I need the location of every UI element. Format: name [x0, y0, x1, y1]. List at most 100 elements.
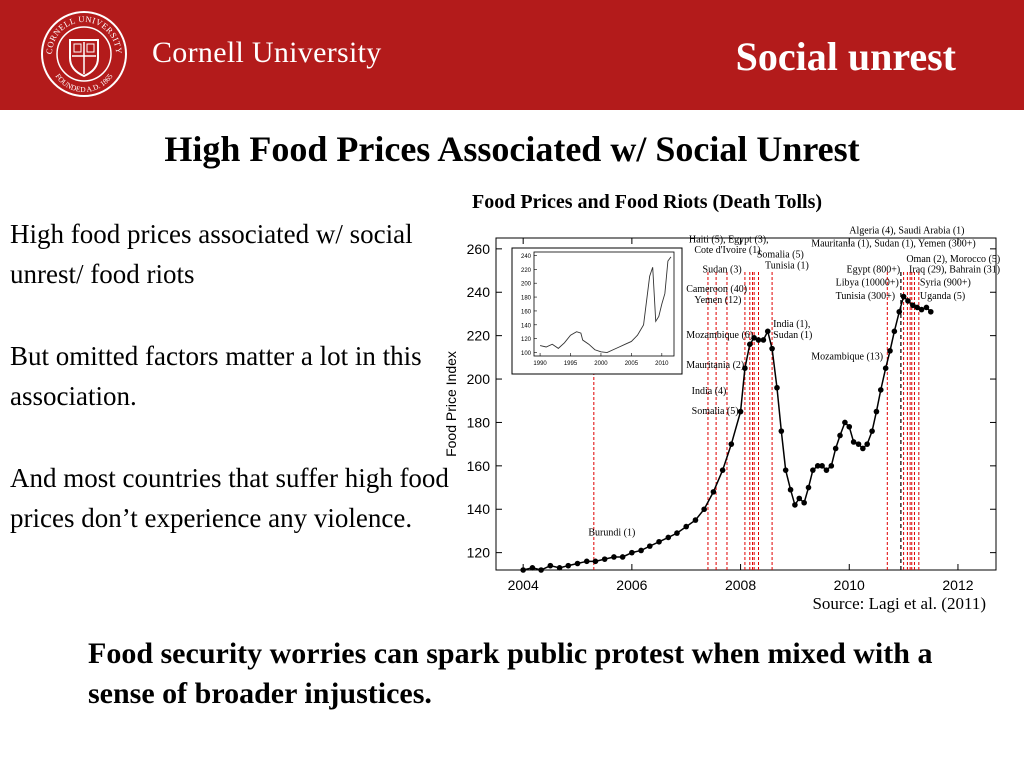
inset-x-tick-label: 2005 [625, 361, 639, 367]
inset-frame [533, 251, 675, 357]
data-point [860, 445, 866, 452]
data-point [918, 306, 925, 313]
inset-x-tick-label: 2010 [655, 361, 669, 367]
data-point [683, 523, 690, 530]
x-tick-label: 2012 [942, 577, 973, 593]
y-tick-label: 180 [467, 414, 491, 430]
data-point [882, 365, 889, 371]
event-annotation: Tunisia (300+) [836, 291, 895, 302]
data-point [574, 560, 581, 567]
inset-y-tick-label: 180 [521, 296, 532, 302]
data-point [751, 335, 757, 341]
data-point [638, 547, 644, 554]
data-point [529, 565, 536, 571]
data-point [837, 432, 843, 439]
inset-x-tick-label: 2000 [594, 361, 608, 367]
y-tick-label: 140 [467, 501, 491, 517]
data-point [787, 486, 794, 493]
data-point [805, 484, 812, 491]
data-point [900, 293, 907, 300]
event-annotation: Yemen (12) [694, 295, 741, 306]
data-point [692, 517, 699, 523]
university-name: Cornell University [152, 36, 382, 69]
event-annotation: Cameroon (40) [686, 284, 747, 295]
data-point [914, 304, 920, 311]
event-annotation: Algeria (4), Saudi Arabia (1) [849, 226, 964, 237]
data-point [728, 441, 735, 447]
data-point [601, 556, 608, 562]
data-point [782, 467, 789, 473]
data-point [887, 348, 893, 354]
data-point [742, 365, 748, 371]
section-title: Social unrest [735, 34, 956, 79]
data-point [556, 565, 563, 571]
inset-y-tick-label: 160 [521, 309, 532, 315]
data-point [855, 441, 862, 447]
y-tick-label: 220 [467, 328, 491, 344]
data-point [665, 534, 672, 541]
event-annotation: Mauritania (1), Sudan (1), Yemen (300+) [811, 239, 976, 250]
data-point [792, 502, 798, 508]
data-point [755, 337, 762, 343]
plot-frame [495, 237, 997, 571]
event-annotation: Burundi (1) [588, 527, 635, 538]
event-annotation: Uganda (5) [920, 291, 965, 302]
header-banner: CORNELL UNIVERSITY FOUNDED A.D. 1865 Cor… [0, 0, 1024, 110]
data-point [877, 387, 884, 393]
data-point [810, 467, 816, 473]
event-annotation: Sudan (1) [773, 330, 812, 341]
inset-y-tick-label: 100 [521, 351, 532, 357]
data-point [891, 328, 898, 335]
data-point [592, 558, 599, 565]
data-point [565, 562, 572, 569]
inset-y-tick-label: 220 [521, 268, 532, 274]
event-annotation: Somalia (5) [757, 250, 804, 261]
event-annotation: Somalia (5) [692, 406, 739, 417]
source-citation: Source: Lagi et al. (2011) [812, 594, 986, 613]
data-point [764, 328, 771, 335]
data-point [647, 543, 653, 549]
y-tick-label: 260 [467, 241, 491, 257]
takeaway-text: Food security worries can spark public p… [88, 637, 933, 710]
event-annotation: Cote d'Ivoire (1) [694, 245, 760, 256]
data-point [823, 467, 830, 473]
data-point [710, 489, 717, 495]
data-point [842, 419, 848, 426]
data-point [760, 337, 767, 343]
inset-x-tick-label: 1995 [564, 361, 578, 367]
data-point [927, 308, 934, 315]
event-annotation: Egypt (800+) [847, 265, 901, 276]
event-annotation: Mozambique (13) [811, 352, 883, 363]
data-point [619, 554, 626, 560]
data-point [611, 554, 617, 560]
bullet-item: High food prices associated w/ social un… [10, 219, 413, 289]
inset-y-tick-label: 140 [521, 323, 532, 329]
inset-panel [511, 247, 683, 375]
data-point [828, 463, 835, 469]
event-annotation: Libya (10000+) [836, 278, 899, 289]
data-point [801, 499, 807, 506]
chart-title: Food Prices and Food Riots (Death Tolls) [472, 191, 823, 213]
event-annotation: Iraq (29), Bahrain (31) [909, 265, 1000, 276]
data-point [896, 308, 903, 315]
event-annotation: Sudan (3) [703, 265, 742, 276]
inset-x-tick-label: 1990 [533, 361, 547, 367]
data-point [538, 567, 544, 573]
data-point [674, 530, 680, 536]
inset-y-tick-label: 200 [521, 282, 532, 288]
data-point [819, 463, 825, 469]
y-axis-label: Food Price Index [443, 351, 459, 457]
event-annotation: Mauritania (2) [686, 360, 744, 371]
data-point [719, 467, 726, 473]
inset-y-tick-label: 120 [521, 337, 532, 343]
data-point [583, 558, 590, 565]
event-annotation: India (1), [773, 319, 810, 330]
event-annotation: Haiti (5), Egypt (3), [689, 234, 769, 245]
data-point [774, 384, 780, 391]
data-point [629, 549, 635, 556]
data-point [547, 562, 554, 569]
data-point [778, 428, 785, 434]
data-point [769, 345, 775, 352]
data-point [850, 439, 857, 445]
data-point [520, 567, 526, 573]
